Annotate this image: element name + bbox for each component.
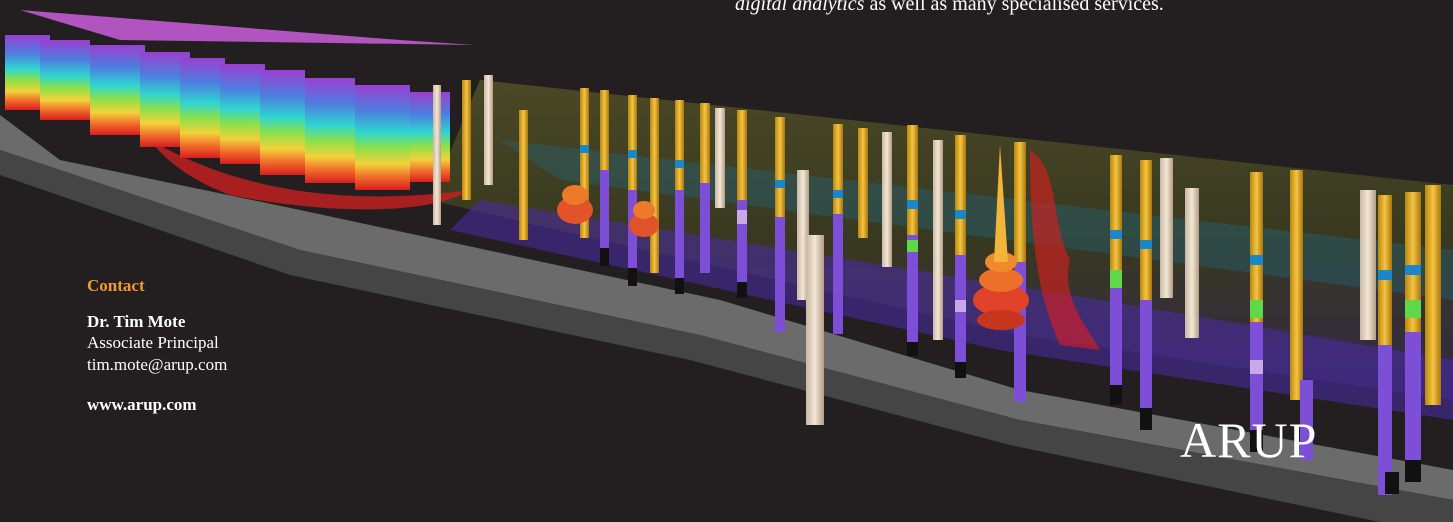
arup-logo: ARUP bbox=[1180, 412, 1318, 468]
contact-heading: Contact bbox=[87, 276, 145, 295]
contact-block: Contact Dr. Tim Mote Associate Principal… bbox=[87, 276, 407, 415]
contact-website[interactable]: www.arup.com bbox=[87, 395, 197, 414]
intro-text: digital analytics as well as many specia… bbox=[735, 0, 1435, 17]
contact-email[interactable]: tim.mote@arup.com bbox=[87, 355, 228, 374]
contact-name: Dr. Tim Mote bbox=[87, 312, 186, 331]
contact-role: Associate Principal bbox=[87, 333, 219, 352]
intro-rest: as well as many specialised services. bbox=[864, 0, 1164, 15]
intro-emphasis: digital analytics bbox=[735, 0, 865, 15]
